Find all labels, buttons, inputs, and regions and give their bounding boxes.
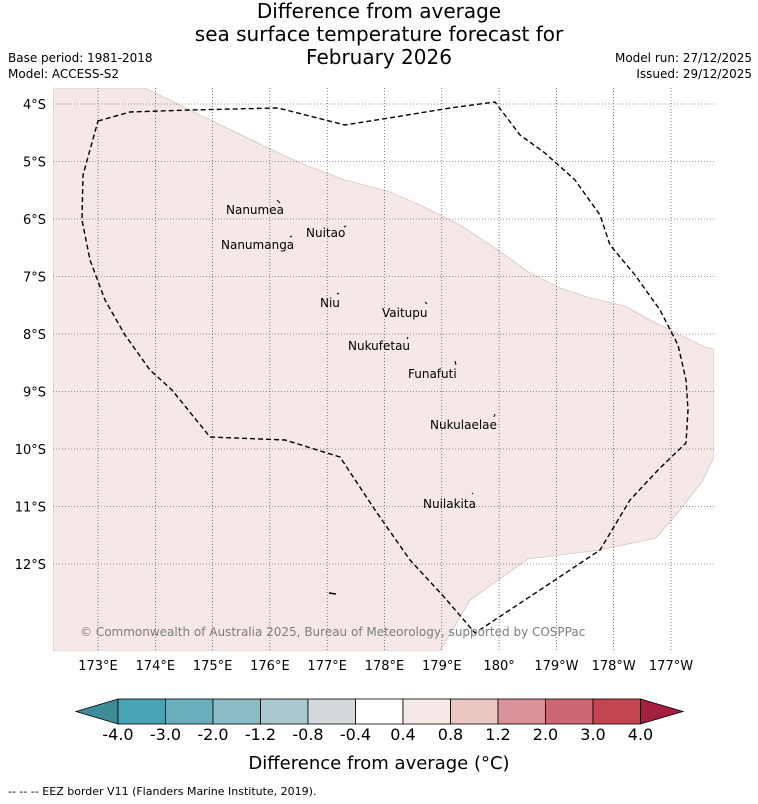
lat-label: 6°S (23, 213, 46, 228)
colorbar-segment (307, 698, 356, 725)
colorbar-tick-label: 3.0 (580, 725, 605, 744)
island-label-niu: Niu (320, 296, 340, 310)
lon-label: 174°E (136, 659, 176, 674)
map-title: Difference from average sea surface temp… (0, 0, 758, 69)
island-funafuti-shape (454, 360, 457, 366)
meta-right: Model run: 27/12/2025 Issued: 29/12/2025 (615, 50, 752, 82)
lon-label: 179°E (422, 659, 462, 674)
base-period: Base period: 1981-2018 (8, 51, 153, 65)
model-run: Model run: 27/12/2025 (614, 51, 752, 65)
colorbar-extend-high (640, 698, 685, 725)
colorbar-tick-label: -0.4 (340, 725, 371, 744)
eez-source-note: -- -- -- EEZ border V11 (Flanders Marine… (8, 785, 317, 798)
model-name: Model: ACCESS-S2 (8, 67, 120, 81)
island-small-shape (328, 592, 337, 595)
island-nukulaelae-shape (493, 413, 496, 418)
colorbar-segment (165, 698, 214, 725)
lon-label: 180° (483, 659, 514, 674)
lat-label: 12°S (15, 558, 46, 573)
copyright-notice: © Commonwealth of Australia 2025, Bureau… (80, 625, 585, 639)
colorbar-extend-low (74, 698, 119, 725)
colorbar-segment (117, 698, 166, 725)
colorbar-segment (497, 698, 546, 725)
lat-label: 4°S (23, 98, 46, 113)
colorbar-tick-label: 0.8 (438, 725, 463, 744)
lon-label: 179°W (534, 659, 578, 674)
latitude-labels: 4°S 5°S 6°S 7°S 8°S 9°S 10°S 11°S 12°S (15, 98, 46, 573)
lat-label: 7°S (23, 271, 46, 286)
island-label-nanumea: Nanumea (226, 203, 284, 217)
lon-label: 177°W (649, 659, 693, 674)
island-label-vaitupu: Vaitupu (382, 306, 428, 320)
colorbar-tick-label: 1.2 (485, 725, 510, 744)
colorbar-tick-label: 0.4 (390, 725, 415, 744)
island-nuitao-shape (343, 225, 347, 228)
colorbar-segment (450, 698, 499, 725)
map-area: Nanumea Nuitao Nanumanga Niu Vaitupu Nuk… (53, 88, 714, 651)
lat-label: 10°S (15, 443, 46, 458)
island-nanumanga-shape (289, 235, 293, 238)
island-niu-shape (336, 292, 340, 295)
colorbar-segment (355, 698, 404, 725)
colorbar-segment (545, 698, 594, 725)
eez-border (81, 101, 689, 634)
island-label-nuilakita: Nuilakita (423, 497, 476, 511)
island-label-nanumanga: Nanumanga (221, 238, 294, 252)
latitude-gridlines (53, 103, 714, 565)
colorbar-tick-label: 4.0 (628, 725, 653, 744)
lon-label: 175°E (193, 659, 233, 674)
island-nanumea-shape (276, 199, 281, 204)
colorbar-segment (402, 698, 451, 725)
lat-label: 8°S (23, 328, 46, 343)
lon-label: 176°E (250, 659, 290, 674)
colorbar (74, 698, 685, 725)
island-nuilakita-shape (471, 492, 474, 495)
longitude-labels: 173°E 174°E 175°E 176°E 177°E 178°E 179°E 180° 1… (78, 659, 693, 674)
colorbar-tick-label: -1.2 (245, 725, 276, 744)
island-label-nuitao: Nuitao (306, 226, 345, 240)
lon-label: 177°E (307, 659, 347, 674)
anomaly-region (53, 88, 714, 651)
colorbar-segment (260, 698, 309, 725)
lon-label: 178°E (365, 659, 405, 674)
colorbar-segment (592, 698, 641, 725)
colorbar-segment (212, 698, 261, 725)
colorbar-tick-label: -2.0 (197, 725, 228, 744)
colorbar-tick-label: 2.0 (533, 725, 558, 744)
title-line-1: Difference from average (256, 0, 502, 23)
colorbar-tick-labels: -4.0 -3.0 -2.0 -1.2 -0.8 -0.4 0.4 0.8 1.2 2.0 3.0 4… (102, 725, 653, 744)
lon-label: 178°W (592, 659, 636, 674)
lat-label: 9°S (23, 386, 46, 401)
title-line-3: February 2026 (306, 45, 452, 69)
island-vaitupu-shape (424, 301, 428, 305)
island-label-nukufetau: Nukufetau (348, 339, 410, 353)
colorbar-tick-label: -0.8 (292, 725, 323, 744)
island-label-nukulaelae: Nukulaelae (430, 418, 497, 432)
colorbar-label: Difference from average (°C) (248, 753, 509, 774)
title-line-2: sea surface temperature forecast for (194, 22, 564, 46)
lon-label: 173°E (78, 659, 118, 674)
colorbar-tick-label: -3.0 (150, 725, 181, 744)
island-nukufetau-shape (406, 336, 409, 340)
lat-label: 5°S (23, 156, 46, 171)
lat-label: 11°S (15, 501, 46, 516)
island-label-funafuti: Funafuti (408, 367, 457, 381)
issued-date: Issued: 29/12/2025 (636, 67, 752, 81)
longitude-gridlines (97, 88, 672, 651)
meta-left: Base period: 1981-2018 Model: ACCESS-S2 (8, 50, 153, 82)
colorbar-tick-label: -4.0 (102, 725, 133, 744)
island-markers (276, 199, 496, 595)
